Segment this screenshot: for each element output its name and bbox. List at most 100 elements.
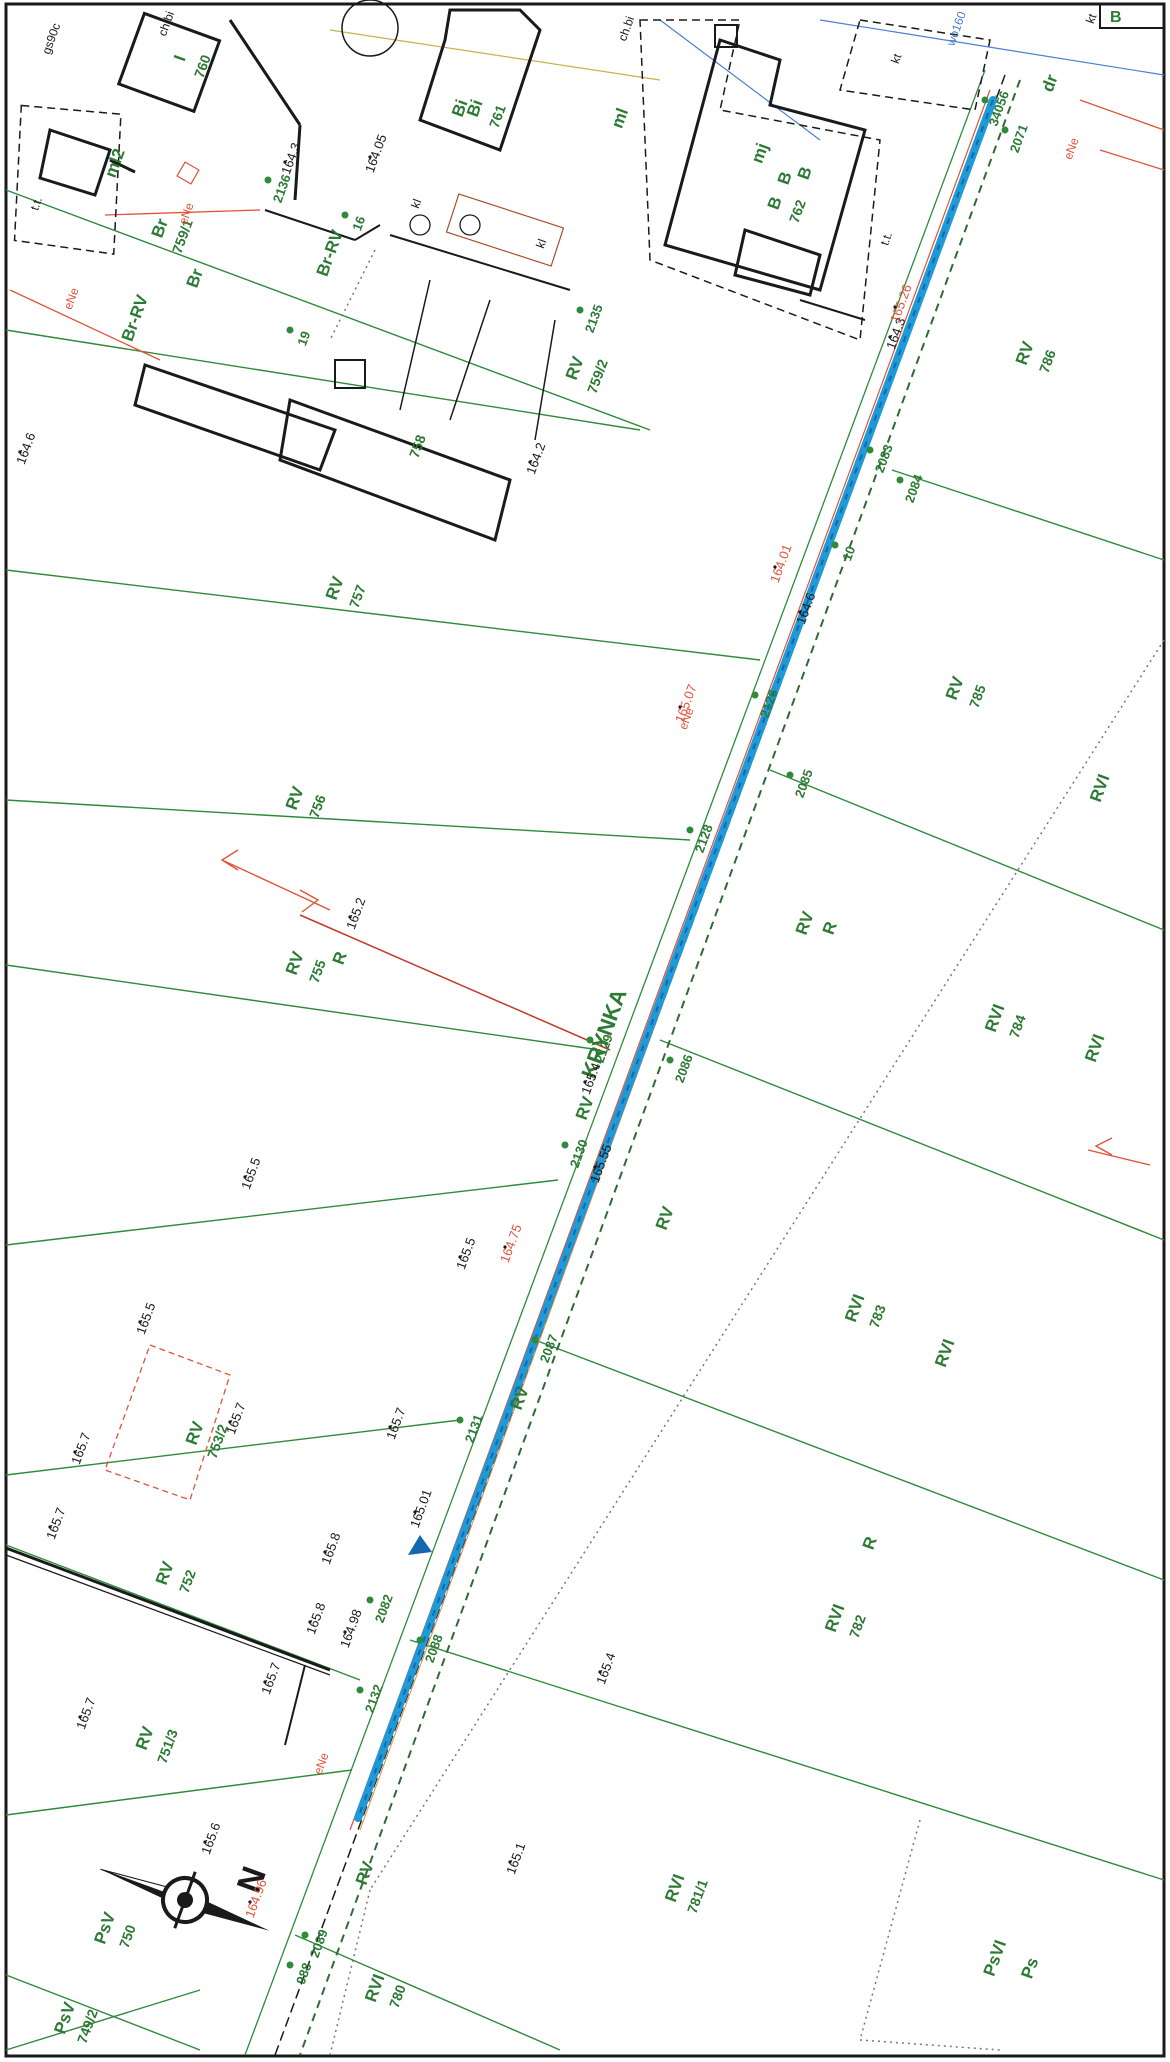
- station-point: [786, 771, 794, 779]
- parcel-use-label: I: [170, 53, 189, 64]
- building-760: [116, 11, 222, 114]
- parcel-number-label: 786: [1036, 347, 1059, 375]
- elevation-point: [343, 1630, 347, 1634]
- station-point: [866, 446, 874, 454]
- station-point: [561, 1141, 569, 1149]
- parcel-number-label: 755: [306, 957, 329, 985]
- parcel-number-label: 782: [846, 1612, 869, 1640]
- station-point: [416, 1636, 424, 1644]
- elevation-point: [503, 1245, 507, 1249]
- elevation-point: [78, 1715, 82, 1719]
- station-number-label: 10: [839, 544, 858, 563]
- utility-code-label: t.t.: [27, 195, 45, 212]
- elevation-point: [508, 1860, 512, 1864]
- station-number-label: 988: [293, 1961, 315, 1987]
- elevation-point: [308, 1620, 312, 1624]
- elevation-point: [458, 1255, 462, 1259]
- land-use-label: R: [859, 1534, 881, 1552]
- station-point: [356, 1686, 364, 1694]
- building-762: [663, 38, 867, 292]
- buildings: [5, 8, 867, 1746]
- elevation-point: [528, 460, 532, 464]
- elevation-point: [323, 1550, 327, 1554]
- land-use-label: B: [774, 169, 796, 187]
- elevation-point: [18, 450, 22, 454]
- station-point: [264, 176, 272, 184]
- station-point: [586, 1036, 594, 1044]
- station-point: [301, 1931, 309, 1939]
- elevation-point: [678, 705, 682, 709]
- station-point: [531, 1336, 539, 1344]
- elevation-point: [73, 1450, 77, 1454]
- utility-lines: [9, 19, 1165, 1166]
- elevation-point: [888, 335, 892, 339]
- elevation-point: [48, 1525, 52, 1529]
- parcel-number-label: 785: [966, 682, 989, 710]
- elevation-point: [203, 1840, 207, 1844]
- station-points: [18, 96, 1009, 1969]
- land-use-label: R: [819, 919, 841, 937]
- parcel-number-label: 760: [191, 52, 214, 80]
- elevation-point: [583, 1080, 587, 1084]
- parcel-number-label: 761: [486, 102, 509, 130]
- dotted-lines: [329, 249, 1165, 2056]
- station-point: [831, 541, 839, 549]
- elevation-point: [263, 1680, 267, 1684]
- parcel-number-label: 783: [866, 1302, 889, 1330]
- station-point: [456, 1416, 464, 1424]
- station-point: [666, 1056, 674, 1064]
- north-arrow-icon: [100, 1868, 270, 1931]
- land-use-label: dr: [1038, 72, 1062, 95]
- elevation-point: [798, 610, 802, 614]
- garage-2: [278, 397, 512, 542]
- station-number-label: 19: [294, 329, 313, 348]
- station-point: [366, 1596, 374, 1604]
- parcel-number-label: 750: [116, 1922, 139, 1950]
- parcel-number-label: 784: [1006, 1012, 1029, 1040]
- land-use-label: B: [794, 164, 816, 182]
- station-point: [896, 476, 904, 484]
- elevation-point: [368, 155, 372, 159]
- arrow-icon-group: [220, 849, 1113, 1156]
- utility-code-label: t.t.: [877, 230, 895, 247]
- station-number-label: 16: [349, 214, 368, 233]
- well-icon: [341, 0, 399, 57]
- map-frame: [4, 2, 1166, 2058]
- elevation-point: [228, 1420, 232, 1424]
- station-point: [1001, 126, 1009, 134]
- pipeline-arrow-icon: [408, 1535, 432, 1555]
- garage-1: [133, 363, 337, 472]
- land-use-label: Bi: [448, 97, 472, 119]
- elevation-point: [893, 305, 897, 309]
- station-point: [686, 826, 694, 834]
- elevation-point: [388, 1425, 392, 1429]
- elevation-point: [593, 1165, 597, 1169]
- parcel-number-label: 756: [306, 792, 329, 820]
- station-point: [981, 96, 989, 104]
- parcel-use-label: B: [764, 194, 786, 212]
- parcel-number-label: 758: [406, 432, 429, 460]
- station-point: [751, 691, 759, 699]
- elevation-point: [348, 915, 352, 919]
- parcel-extra-label: R: [329, 949, 351, 967]
- elevation-point: [598, 1670, 602, 1674]
- parcel-number-label: 780: [386, 1982, 409, 2010]
- elevation-point: [138, 1320, 142, 1324]
- corner-letter: B: [1110, 9, 1122, 26]
- parcel-753-2-outline: [104, 1344, 231, 1501]
- elevation-point: [248, 1900, 252, 1904]
- elevation-point: [283, 160, 287, 164]
- station-point: [341, 211, 349, 219]
- dashed-outlines: [13, 19, 991, 1501]
- station-point: [286, 326, 294, 334]
- parcel-number-label: 757: [346, 582, 369, 610]
- station-point: [576, 306, 584, 314]
- parcel-number-label: 752: [176, 1567, 199, 1595]
- elevation-point: [413, 1510, 417, 1514]
- station-point: [286, 1961, 294, 1969]
- elevation-point: [773, 565, 777, 569]
- parcel-number-label: 762: [786, 197, 809, 225]
